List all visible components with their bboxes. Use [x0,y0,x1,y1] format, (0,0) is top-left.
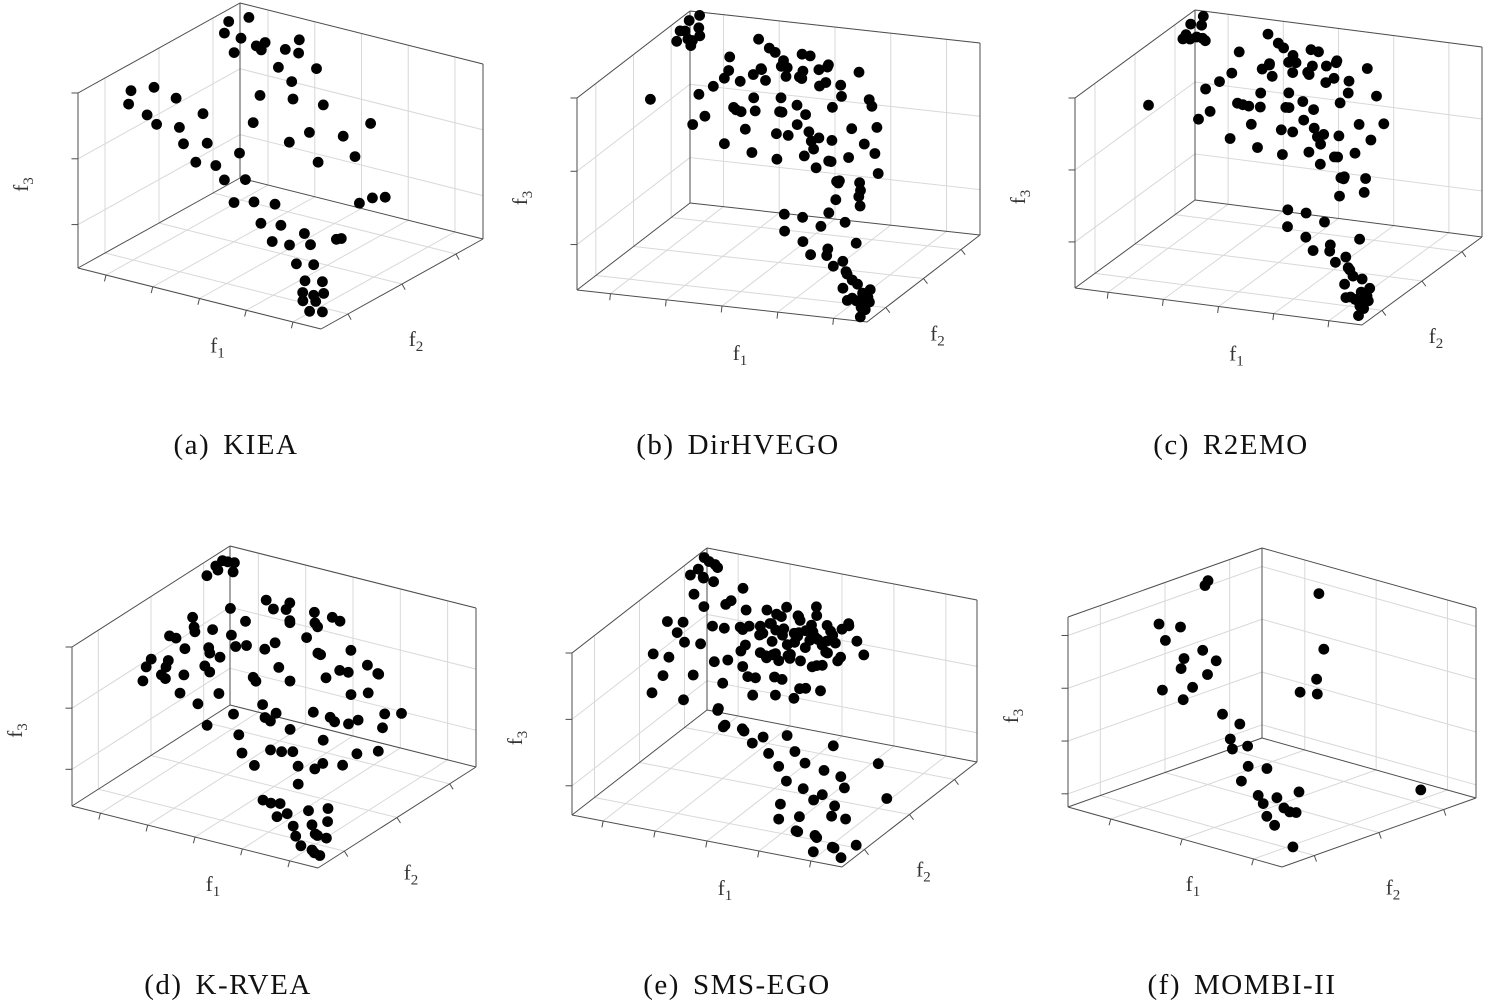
data-points [1153,575,1427,853]
axis-labels: f1 f2 f3 [1006,190,1443,370]
scatter3d-a: f1 f2 f3 [9,2,484,362]
axis-ticks [1068,97,1467,328]
axis-labels: f1 f2 f3 [999,709,1400,904]
subplot-mombi2: f1 f2 f3 [999,510,1497,958]
axis-ticks [71,92,460,329]
axis-ticks [65,646,454,868]
caption-a-label: KIEA [223,429,299,461]
svg-text:f2: f2 [404,861,419,889]
axis-ticks [1061,634,1447,866]
axis-ticks [570,97,966,325]
scatter3d-c: f1 f2 f3 [1006,9,1483,370]
axes-box [576,10,981,323]
data-points [137,555,407,861]
subplot-krvea: f1 f2 f3 [0,510,500,958]
caption-d: (d) K-RVEA [144,968,312,1002]
svg-text:f1: f1 [206,872,221,900]
data-points [646,552,893,864]
svg-text:f3: f3 [503,731,531,746]
svg-text:f3: f3 [3,723,31,738]
svg-text:f3: f3 [508,191,536,206]
data-points [123,12,391,318]
svg-text:f2: f2 [930,322,945,350]
grid-lines [1067,559,1477,860]
svg-text:f3: f3 [9,177,37,192]
svg-text:f2: f2 [409,327,424,355]
svg-text:f3: f3 [999,709,1027,724]
svg-text:f1: f1 [210,334,225,362]
caption-f-label: MOMBI-II [1193,969,1337,1001]
caption-e: (e) SMS-EGO [643,968,831,1002]
subplot-dirhvego: f1 f2 f3 [500,0,1000,432]
caption-b-label: DirHVEGO [687,429,840,461]
caption-d-label: K-RVEA [195,969,312,1001]
axis-labels: f1 f2 f3 [508,191,945,369]
svg-text:f1: f1 [718,876,733,904]
svg-text:f2: f2 [1429,324,1444,352]
caption-c-label: R2EMO [1202,429,1309,461]
caption-d-index: (d) [144,969,183,1001]
svg-text:f2: f2 [916,858,931,886]
caption-f: (f) MOMBI-II [1148,968,1337,1002]
axes-box [77,2,484,330]
svg-text:f3: f3 [1006,190,1034,205]
svg-text:f2: f2 [1386,876,1401,904]
grid-lines [576,10,981,319]
data-points [1143,10,1390,321]
scatter3d-d: f1 f2 f3 [3,545,477,900]
scatter3d-e: f1 f2 f3 [503,547,978,904]
caption-e-label: SMS-EGO [692,969,831,1001]
svg-text:f1: f1 [1186,872,1201,900]
grid-lines [571,547,978,862]
subplot-kiea: f1 f2 f3 [0,0,500,432]
axes-box [1074,9,1483,326]
scatter3d-b: f1 f2 f3 [508,10,981,369]
caption-f-index: (f) [1147,969,1181,1001]
caption-b: (b) DirHVEGO [636,428,839,462]
grid-lines [1074,9,1483,322]
caption-a: (a) KIEA [174,428,299,462]
subplot-r2emo: f1 f2 f3 [1000,0,1497,432]
caption-b-index: (b) [636,429,675,461]
axes-box [1067,547,1477,868]
svg-text:f1: f1 [733,341,748,369]
axis-ticks [565,652,959,868]
svg-text:f1: f1 [1229,342,1244,370]
caption-c: (c) R2EMO [1153,428,1308,462]
data-points [645,10,884,323]
subplot-smsego: f1 f2 f3 [500,510,1000,958]
caption-a-index: (a) [173,429,211,461]
scatter3d-f: f1 f2 f3 [999,547,1477,904]
caption-c-index: (c) [1153,429,1190,461]
caption-e-index: (e) [643,969,680,1001]
